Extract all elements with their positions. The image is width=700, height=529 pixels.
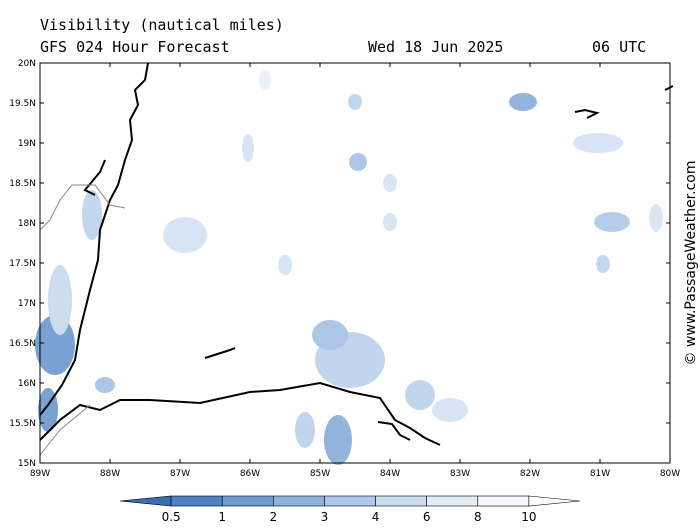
lon-label: 88W [100, 469, 120, 479]
colorbar-label: 1 [218, 510, 226, 524]
colorbar-segment [426, 495, 479, 507]
credit: © www.PassageWeather.com [683, 160, 699, 365]
lat-label: 16.5N [9, 339, 36, 349]
visibility-field [35, 70, 663, 465]
colorbar-segment [477, 495, 530, 507]
date: Wed 18 Jun 2025 [368, 38, 503, 56]
lon-label: 80W [660, 469, 680, 479]
colorbar-label: 3 [321, 510, 329, 524]
colorbar-label: 10 [521, 510, 536, 524]
lon-label: 89W [30, 469, 50, 479]
lon-label: 83W [450, 469, 470, 479]
borders [39, 184, 126, 456]
lon-label: 87W [170, 469, 190, 479]
lon-label: 86W [240, 469, 260, 479]
colorbar-segment [170, 495, 223, 507]
lon-label: 85W [310, 469, 330, 479]
lat-label: 19N [18, 139, 36, 149]
lat-label: 15.5N [9, 419, 36, 429]
colorbar-label: 4 [372, 510, 380, 524]
colorbar-label: 8 [474, 510, 482, 524]
coastline [39, 62, 674, 446]
colorbar-label: 6 [423, 510, 431, 524]
lat-label: 15N [18, 459, 36, 469]
colorbar-segment [324, 495, 376, 507]
colorbar-segment [528, 495, 581, 507]
lat-label: 20N [18, 59, 36, 69]
colorbar-segment [119, 495, 172, 507]
colorbar-segment [221, 495, 274, 507]
colorbar-segment [273, 495, 325, 507]
lat-label: 17N [18, 299, 36, 309]
subtitle: GFS 024 Hour Forecast [40, 38, 230, 56]
lon-label: 84W [380, 469, 400, 479]
lat-label: 19.5N [9, 99, 36, 109]
lon-label: 81W [590, 469, 610, 479]
colorbar-label: 2 [270, 510, 278, 524]
colorbar-label: 0.5 [162, 510, 181, 524]
lat-label: 17.5N [9, 259, 36, 269]
lat-label: 18.5N [9, 179, 36, 189]
title: Visibility (nautical miles) [40, 16, 284, 34]
map-frame [39, 62, 671, 464]
lat-label: 18N [18, 219, 36, 229]
time: 06 UTC [592, 38, 646, 56]
lon-label: 82W [520, 469, 540, 479]
colorbar-segment [375, 495, 427, 507]
lat-label: 16N [18, 379, 36, 389]
